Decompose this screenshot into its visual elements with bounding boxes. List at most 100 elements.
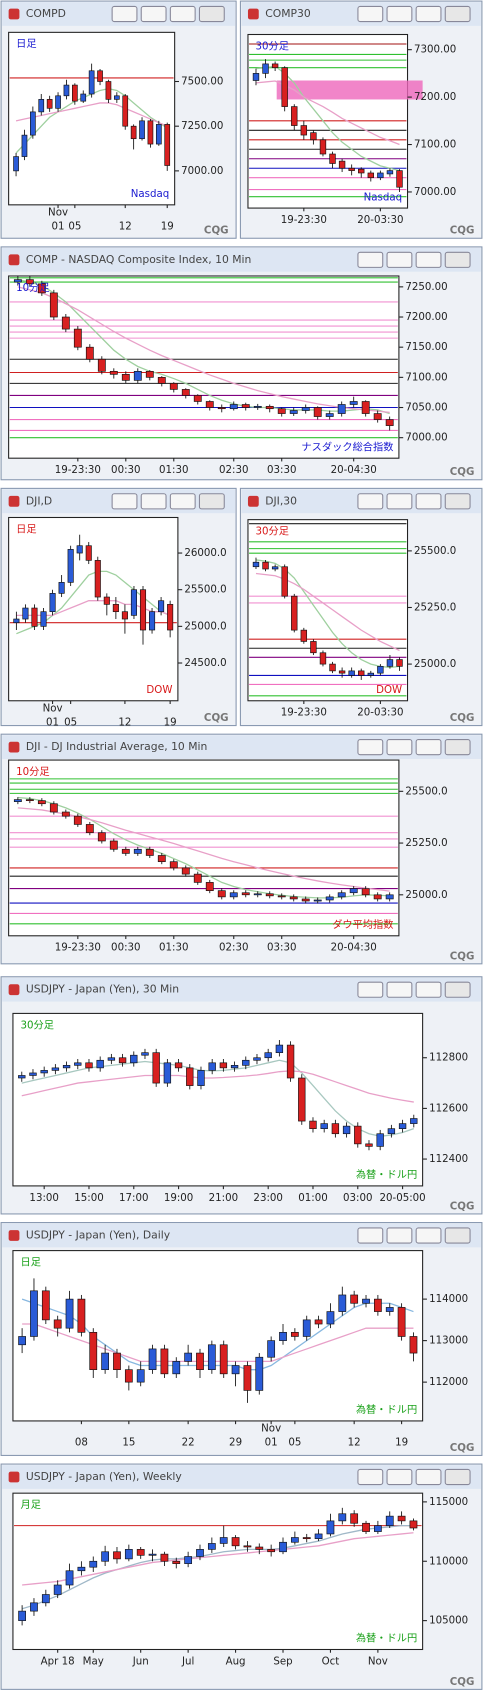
x-tick-label: 20-03:30 [357, 214, 403, 226]
candle-body [313, 899, 322, 902]
window-button[interactable] [415, 5, 442, 23]
window-button[interactable] [357, 1227, 384, 1244]
window-button[interactable] [386, 1468, 413, 1486]
plot-area [8, 275, 400, 459]
candle-body [373, 1525, 382, 1532]
window-button[interactable] [198, 5, 225, 23]
y-tick-label: 25500.0 [405, 785, 447, 797]
window-button[interactable] [386, 981, 413, 998]
candle-body [88, 70, 95, 95]
month-label: Nov [261, 1422, 281, 1434]
month-label: Nov [48, 206, 68, 218]
window-button[interactable] [140, 5, 167, 23]
window-button[interactable] [415, 251, 442, 268]
window-button[interactable] [444, 1468, 471, 1486]
candle-body [231, 1365, 240, 1375]
watermark: 為替・ドル円 [356, 1632, 417, 1645]
window-button[interactable] [415, 493, 442, 510]
plot-area [12, 1250, 424, 1422]
candle-body [13, 279, 22, 283]
window-button[interactable] [111, 5, 138, 23]
window-button[interactable] [357, 981, 384, 998]
candle-body [253, 893, 262, 896]
x-tick-label: 19-23:30 [55, 464, 101, 476]
window-button[interactable] [444, 251, 471, 268]
candle-body [255, 1546, 264, 1550]
candle-body [18, 1075, 26, 1079]
candle-body [397, 1515, 406, 1522]
window-icon [247, 8, 259, 20]
candle-body [49, 593, 56, 613]
candle-body [409, 1520, 418, 1529]
plot-area [12, 1012, 424, 1187]
window-button[interactable] [415, 1468, 442, 1486]
candle-body [107, 1057, 116, 1061]
zone [276, 80, 423, 100]
window-button[interactable] [169, 5, 196, 23]
y-tick-label: 113000 [429, 1335, 468, 1347]
candle-body [331, 1123, 340, 1135]
window-button[interactable] [415, 739, 442, 756]
candle-body [410, 1118, 418, 1124]
candle-body [174, 1062, 183, 1069]
candle-body [136, 1369, 145, 1383]
candle-body [63, 84, 70, 97]
window-title: USDJPY - Japan (Yen), Daily [26, 1229, 171, 1242]
x-tick-label: 20-04:30 [331, 942, 377, 954]
window-button[interactable] [357, 5, 384, 23]
candle-body [193, 395, 202, 402]
window-button[interactable] [386, 5, 413, 23]
candle-body [310, 641, 317, 654]
window-button[interactable] [386, 251, 413, 268]
y-tick-label: 114000 [429, 1293, 468, 1305]
window-button[interactable] [415, 1227, 442, 1244]
candle-body [164, 124, 171, 166]
window-button[interactable] [444, 5, 471, 23]
window-icon [8, 8, 20, 20]
window-button[interactable] [444, 1227, 471, 1244]
candle-body [281, 566, 288, 597]
candle-body [262, 561, 269, 570]
x-tick-label: Jul [181, 1655, 194, 1667]
candle-body [231, 1537, 240, 1547]
y-tick-label: 7000.00 [405, 432, 447, 444]
moving-average [21, 1059, 414, 1137]
window-button[interactable] [357, 739, 384, 756]
window-button[interactable] [444, 981, 471, 998]
logo: CQG [450, 950, 475, 962]
window-button[interactable] [444, 739, 471, 756]
window-button[interactable] [357, 493, 384, 510]
candle-body [348, 670, 355, 676]
candle-body [31, 607, 38, 627]
candle-body [289, 410, 298, 414]
candle-body [271, 566, 279, 570]
moving-average [21, 1070, 414, 1103]
candle-body [385, 1307, 394, 1312]
candle-body [252, 561, 260, 568]
candle-body [145, 370, 154, 378]
candle-body [113, 95, 120, 100]
candle-body [147, 120, 154, 145]
window-button[interactable] [169, 493, 196, 510]
x-tick-label: 19 [161, 220, 174, 232]
window-button[interactable] [386, 493, 413, 510]
window-button[interactable] [357, 1468, 384, 1486]
window-button[interactable] [415, 981, 442, 998]
window-button[interactable] [198, 493, 225, 510]
window-button[interactable] [140, 493, 167, 510]
candle-body [22, 607, 29, 620]
period-label: 日足 [16, 38, 36, 50]
window-button[interactable] [444, 493, 471, 510]
candle-body [80, 93, 87, 102]
window-icon [8, 741, 20, 753]
window-button[interactable] [111, 493, 138, 510]
candle-body [265, 405, 274, 410]
window-button[interactable] [386, 739, 413, 756]
y-tick-label: 7500.00 [181, 75, 223, 87]
candle-body [124, 1549, 133, 1560]
candle-body [130, 1054, 138, 1064]
window-button[interactable] [386, 1227, 413, 1244]
window-button[interactable] [357, 251, 384, 268]
x-tick-label: 19 [164, 716, 177, 728]
period-label: 30分足 [256, 40, 289, 52]
